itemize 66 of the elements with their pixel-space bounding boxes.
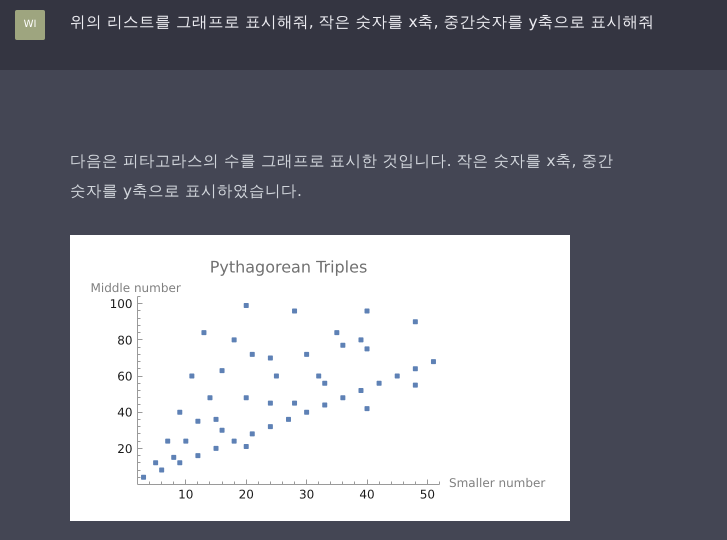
point (177, 460, 182, 466)
point (358, 388, 364, 393)
chart-title: Pythagorean Triples (210, 258, 368, 276)
x-tick-label: 40 (359, 488, 375, 502)
point (171, 454, 176, 460)
point (177, 410, 182, 415)
point (250, 431, 255, 436)
y-axis-title: Middle number (90, 281, 181, 295)
x-tick-label: 10 (178, 488, 194, 502)
point (232, 438, 237, 444)
point (214, 446, 219, 451)
point (412, 319, 418, 324)
y-tick-label: 20 (117, 442, 133, 456)
point (141, 474, 146, 480)
y-tick-label: 40 (117, 406, 133, 420)
point (292, 308, 298, 314)
text: 위의 리스트를 그래프로 표시해줘, 작은 숫자를 x축, 중간숫자를 y축으로 표시해줘 (70, 12, 655, 33)
point (430, 359, 436, 364)
point (244, 303, 249, 308)
point (286, 416, 291, 422)
point (232, 337, 237, 342)
point (340, 342, 346, 348)
point (376, 380, 382, 386)
point (268, 355, 273, 360)
y-tick-label: 80 (117, 333, 133, 348)
point (322, 402, 328, 408)
point (304, 352, 310, 357)
point (364, 346, 370, 352)
point (201, 330, 206, 336)
point (292, 400, 298, 406)
point (165, 438, 170, 444)
x-tick-label: 30 (298, 488, 314, 502)
point (220, 428, 225, 433)
point (268, 424, 273, 430)
point (244, 395, 249, 400)
point (412, 382, 418, 388)
point (189, 374, 194, 379)
point (250, 352, 255, 357)
point (304, 410, 310, 415)
text: WI (15, 10, 45, 40)
point (214, 416, 219, 422)
x-tick-label: 50 (420, 488, 436, 502)
point (394, 374, 400, 379)
point (207, 395, 212, 400)
y-tick-label: 60 (117, 370, 133, 384)
text: 다음은 피타고라스의 수를 그래프로 표시한 것입니다. 작은 숫자를 x축, 중간 숫자를 y축으로 표시하였습니다. (69, 151, 614, 202)
point (153, 460, 158, 466)
point (412, 366, 418, 372)
x-tick-label: 20 (238, 488, 254, 502)
point (183, 438, 188, 444)
point (159, 468, 164, 473)
point (358, 337, 364, 342)
x-axis-title: Smaller number (449, 475, 546, 491)
point (316, 374, 322, 379)
point (364, 406, 370, 412)
point (322, 380, 328, 386)
point (220, 368, 225, 374)
point (340, 395, 346, 400)
point (268, 400, 273, 406)
point (195, 418, 200, 424)
point (244, 444, 249, 450)
point (195, 453, 200, 458)
point (274, 374, 279, 379)
point (334, 330, 340, 336)
y-tick-label: 100 (110, 297, 132, 312)
point (364, 308, 370, 314)
